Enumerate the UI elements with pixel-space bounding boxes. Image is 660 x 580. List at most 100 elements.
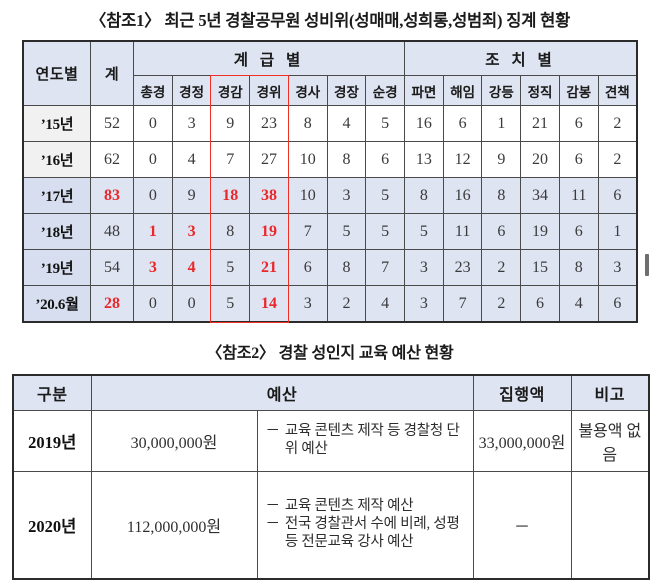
budget-detail-line-1: － 교육 콘텐츠 제작 예산 [266, 498, 467, 516]
cell-action-4: 15 [520, 249, 560, 286]
column-group-header-action: 조 치 별 [404, 40, 638, 76]
column-header-action-4: 정직 [520, 75, 560, 106]
discipline-table-container: 연도별 계 계 급 별 조 치 별 총경 경정 경감 경위 경사 경장 순경 파면 해임 강등 정직… [22, 40, 638, 323]
discipline-table: 연도별 계 계 급 별 조 치 별 총경 경정 경감 경위 경사 경장 순경 파면 해임 강등 정직… [22, 40, 638, 323]
cell-rank-1: 0 [133, 105, 173, 142]
cell-action-4: 34 [520, 177, 560, 214]
budget-detail-text: 교육 콘텐츠 제작 등 경찰청 단위 예산 [284, 423, 460, 457]
cell-rank-7: 6 [365, 141, 406, 178]
cell-rank-3: 8 [210, 213, 251, 250]
bullet-dash-icon: － [265, 498, 281, 515]
cell-total: 83 [90, 177, 134, 214]
table-row: ’19년 54 3 4 5 21 6 8 7 3 23 2 15 8 3 [22, 249, 638, 286]
cell-rank-6: 5 [326, 213, 367, 250]
column-header-rank-4: 경위 [249, 75, 289, 106]
cell-rank-7: 5 [365, 213, 406, 250]
cell-action-1: 3 [404, 249, 444, 286]
cell-note: 불용액 없음 [570, 410, 650, 472]
budget-column-header-3: 집행액 [472, 374, 572, 411]
cell-rank-2: 3 [171, 105, 212, 142]
cell-rank-5: 10 [287, 177, 328, 214]
cell-budget-details: － 교육 콘텐츠 제작 예산 － 전국 경찰관서 수에 비례, 성평등 전문교육 강사… [256, 471, 474, 580]
cell-rank-1: 0 [133, 177, 173, 214]
cell-action-5: 6 [558, 213, 599, 250]
table-row: ’17년 83 0 9 18 38 10 3 5 8 16 8 34 11 6 [22, 177, 638, 214]
cell-rank-5: 10 [287, 141, 328, 178]
cell-rank-7: 7 [365, 249, 406, 286]
section1-title: 〈참조1〉 최근 5년 경찰공무원 성비위(성매매,성희롱,성범죄) 징계 현황 [89, 11, 571, 30]
column-header-year: 연도별 [22, 40, 91, 106]
cell-rank-6: 4 [326, 105, 367, 142]
table-row: 2019년 30,000,000원 － 교육 콘텐츠 제작 등 경찰청 단위 예산 33… [12, 410, 650, 472]
cell-year: ’18년 [22, 213, 91, 250]
cell-note [570, 471, 650, 580]
column-header-action-6: 견책 [597, 75, 638, 106]
cell-rank-2: 9 [171, 177, 212, 214]
cell-action-6: 3 [597, 249, 638, 286]
cell-rank-2: 3 [171, 213, 212, 250]
budget-table-head: 구분 예산 집행액 비고 [12, 374, 650, 411]
cell-rank-2: 4 [171, 249, 212, 286]
cell-rank-6: 3 [326, 177, 367, 214]
cell-action-1: 5 [404, 213, 444, 250]
column-header-total: 계 [90, 40, 134, 106]
cell-action-1: 3 [404, 285, 444, 323]
cell-action-6: 1 [597, 213, 638, 250]
table-row: ’20.6월 28 0 0 5 14 3 2 4 3 7 2 6 4 6 [22, 285, 638, 323]
cell-action-6: 2 [597, 105, 638, 142]
budget-header-row: 구분 예산 집행액 비고 [12, 374, 650, 411]
cell-rank-5: 6 [287, 249, 328, 286]
budget-table: 구분 예산 집행액 비고 2019년 30,000,000원 － 교육 콘텐츠 제작 등 경… [12, 374, 651, 580]
cell-rank-4: 38 [249, 177, 289, 214]
cell-total: 52 [90, 105, 134, 142]
cell-action-4: 6 [520, 285, 560, 323]
table-row: ’15년 52 0 3 9 23 8 4 5 16 6 1 21 6 2 [22, 105, 638, 142]
cell-action-6: 2 [597, 141, 638, 178]
cell-total: 62 [90, 141, 134, 178]
budget-detail-line-2: － 전국 경찰관서 수에 비례, 성평등 전문교육 강사 예산 [266, 516, 467, 551]
cell-action-2: 6 [442, 105, 483, 142]
cell-year: ’19년 [22, 249, 91, 286]
cell-action-2: 11 [442, 213, 483, 250]
discipline-table-body: ’15년 52 0 3 9 23 8 4 5 16 6 1 21 6 2’16년 62 0 4 7 27 10 8 6 13 1… [22, 105, 638, 323]
cell-action-5: 6 [558, 105, 599, 142]
budget-detail-text: 전국 경찰관서 수에 비례, 성평등 전문교육 강사 예산 [284, 516, 460, 550]
cell-action-5: 11 [558, 177, 599, 214]
cell-action-5: 6 [558, 141, 599, 178]
cell-rank-4: 27 [249, 141, 289, 178]
discipline-header-row-group: 연도별 계 계 급 별 조 치 별 [22, 40, 638, 106]
column-header-rank-3: 경감 [210, 75, 251, 106]
cell-executed-amount: 33,000,000원 [472, 410, 572, 472]
cell-budget-amount: 30,000,000원 [90, 410, 258, 472]
cell-rank-7: 5 [365, 105, 406, 142]
cell-rank-3: 7 [210, 141, 251, 178]
budget-detail-text: 교육 콘텐츠 제작 예산 [284, 498, 414, 515]
cell-rank-4: 19 [249, 213, 289, 250]
cell-action-3: 9 [481, 141, 522, 178]
cell-action-2: 16 [442, 177, 483, 214]
cell-action-4: 20 [520, 141, 560, 178]
cell-budget-year: 2019년 [12, 410, 92, 472]
cell-action-4: 19 [520, 213, 560, 250]
cell-action-6: 6 [597, 285, 638, 323]
cell-total: 54 [90, 249, 134, 286]
cell-budget-year: 2020년 [12, 471, 92, 580]
discipline-table-head: 연도별 계 계 급 별 조 치 별 총경 경정 경감 경위 경사 경장 순경 파면 해임 강등 정직… [22, 40, 638, 106]
cell-action-2: 12 [442, 141, 483, 178]
cell-action-1: 8 [404, 177, 444, 214]
cell-year: ’20.6월 [22, 285, 91, 323]
column-header-action-2: 해임 [442, 75, 483, 106]
cell-rank-2: 0 [171, 285, 212, 323]
cell-rank-5: 3 [287, 285, 328, 323]
cell-action-3: 2 [481, 285, 522, 323]
cell-total: 28 [90, 285, 134, 323]
budget-column-header-4: 비고 [570, 374, 650, 411]
budget-detail-line-1: － 교육 콘텐츠 제작 등 경찰청 단위 예산 [266, 423, 467, 458]
column-header-rank-5: 경사 [287, 75, 328, 106]
cell-year: ’17년 [22, 177, 91, 214]
bullet-dash-icon: － [265, 516, 281, 533]
cell-rank-3: 9 [210, 105, 251, 142]
column-header-rank-2: 경정 [171, 75, 212, 106]
bullet-dash-icon: － [265, 423, 281, 440]
cell-rank-3: 5 [210, 285, 251, 323]
